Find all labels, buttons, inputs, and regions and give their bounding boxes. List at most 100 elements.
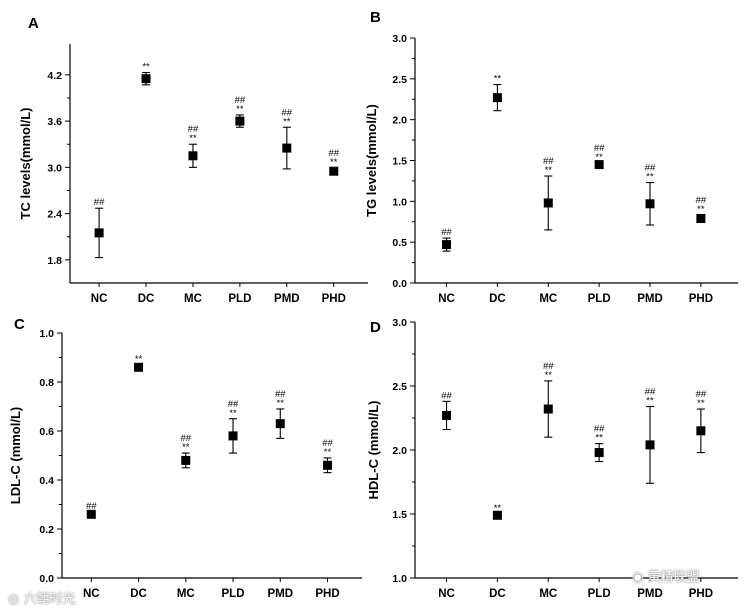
significance-label: **	[494, 503, 502, 514]
y-tick-label: 3.0	[47, 162, 62, 174]
significance-label: ##	[696, 195, 707, 206]
panel-letter-a: A	[28, 15, 39, 32]
significance-label: **	[595, 433, 603, 444]
x-tick-label: PLD	[588, 588, 611, 600]
significance-label: **	[324, 447, 332, 458]
y-tick-label: 4.2	[47, 70, 62, 82]
x-tick-label: DC	[489, 293, 506, 305]
y-tick-label: 3.0	[392, 317, 407, 329]
significance-label: ##	[282, 107, 293, 118]
panel-d: D 1.0 1.5 2.0 2.5 3.0 HDL-C (mmol/L) NC DC MC PLD P…	[366, 317, 738, 600]
data-point-marker	[86, 509, 96, 519]
x-tick-label: DC	[489, 588, 506, 600]
y-tick-label: 1.5	[392, 509, 407, 521]
data-point-marker	[543, 404, 553, 414]
significance-label: ##	[322, 438, 333, 449]
x-tick-label: NC	[91, 293, 108, 305]
data-point-marker	[275, 419, 285, 429]
significance-label: **	[189, 133, 197, 144]
data-point-marker	[282, 143, 292, 153]
significance-label: ##	[543, 156, 554, 167]
y-tick-label: 2.5	[392, 381, 407, 393]
significance-label: **	[697, 204, 705, 215]
y-tick-label: 1.0	[39, 328, 54, 340]
data-point-marker	[696, 213, 706, 223]
significance-label: **	[142, 62, 150, 73]
x-tick-label: NC	[438, 588, 455, 600]
y-tick-label: 1.0	[392, 196, 407, 208]
x-tick-label: PHD	[322, 293, 346, 305]
significance-label: **	[229, 408, 237, 419]
camera-icon: ◎	[8, 592, 24, 607]
significance-label: **	[330, 157, 338, 168]
x-tick-label: PMD	[637, 293, 663, 305]
significance-label: **	[494, 74, 502, 85]
panel-b: B 0.0 0.5 1.0 1.5 2.0 2.5 3.0 TG levels(mmol/L) N…	[364, 9, 738, 305]
data-point-marker	[645, 199, 655, 209]
data-point-marker	[94, 228, 104, 238]
y-tick-label: 2.0	[392, 115, 407, 127]
x-tick-label: PMD	[274, 293, 300, 305]
data-point-marker	[696, 426, 706, 436]
data-point-marker	[492, 93, 502, 103]
y-axis-label: TG levels(mmol/L)	[364, 104, 379, 217]
x-tick-label: MC	[539, 293, 557, 305]
y-tick-label: 0.0	[392, 278, 407, 290]
y-tick-label: 1.0	[392, 573, 407, 585]
significance-label: ##	[594, 424, 605, 435]
panel-letter-b: B	[370, 9, 381, 26]
significance-label: **	[182, 442, 190, 453]
y-tick-label: 0.0	[39, 573, 54, 585]
x-tick-label: NC	[83, 588, 100, 600]
significance-label: **	[545, 370, 553, 381]
significance-label: ##	[645, 386, 656, 397]
significance-label: ##	[94, 197, 105, 208]
y-tick-label: 0.5	[392, 237, 407, 249]
y-axis-label: HDL-C (mmol/L)	[366, 401, 381, 500]
panel-a: A 1.8 2.4 3.0 3.6 4.2 TC levels(mmol/L) NC DC MC P…	[18, 15, 368, 305]
x-tick-label: PMD	[267, 588, 293, 600]
data-point-marker	[594, 448, 604, 458]
significance-label: ##	[594, 143, 605, 154]
data-point-marker	[442, 240, 452, 250]
y-tick-label: 2.5	[392, 74, 407, 86]
significance-label: **	[135, 354, 143, 365]
y-tick-label: 1.5	[392, 156, 407, 168]
y-tick-label: 0.8	[39, 377, 54, 389]
significance-label: ##	[328, 148, 339, 159]
watermark-right-text: 黄精联盟	[647, 570, 700, 585]
significance-label: **	[236, 104, 244, 115]
significance-label: **	[277, 398, 285, 409]
data-point-marker	[594, 160, 604, 170]
y-axis-label: TC levels(mmol/L)	[18, 108, 33, 220]
data-point-marker	[492, 510, 502, 520]
x-tick-label: PHD	[689, 293, 713, 305]
data-point-marker	[645, 440, 655, 450]
y-axis-label: LDL-C (mmol/L)	[8, 407, 23, 504]
significance-label: ##	[188, 124, 199, 135]
data-point-marker	[329, 166, 339, 176]
significance-label: ##	[543, 361, 554, 372]
data-point-marker	[188, 151, 198, 161]
x-tick-label: PLD	[222, 588, 245, 600]
y-tick-label: 0.2	[39, 524, 54, 536]
panel-letter-c: C	[14, 316, 25, 333]
data-point-marker	[235, 116, 245, 126]
watermark-left-text: 六朝时光	[23, 592, 76, 607]
significance-label: ##	[441, 227, 452, 238]
significance-label: **	[646, 395, 654, 406]
data-point-marker	[134, 362, 144, 372]
significance-label: ##	[86, 501, 97, 512]
significance-label: ##	[696, 389, 707, 400]
y-tick-label: 3.6	[47, 116, 62, 128]
x-tick-label: DC	[130, 588, 147, 600]
wechat-icon: ◉	[632, 570, 648, 585]
significance-label: **	[595, 152, 603, 163]
significance-label: **	[646, 172, 654, 183]
significance-label: **	[545, 165, 553, 176]
significance-label: **	[283, 116, 291, 127]
data-point-marker	[181, 455, 191, 465]
panel-c: C 0.0 0.2 0.4 0.6 0.8 1.0 LDL-C (mmol/L) NC DC MC P…	[8, 316, 362, 600]
significance-label: ##	[180, 433, 191, 444]
